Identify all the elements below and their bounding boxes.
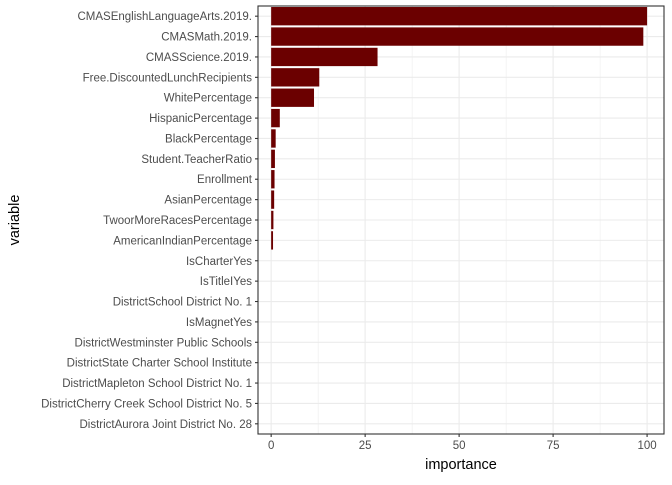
bar xyxy=(271,27,644,46)
bar xyxy=(271,68,320,87)
bar xyxy=(271,88,315,107)
bar xyxy=(271,170,275,189)
y-axis: CMASEnglishLanguageArts.2019. CMASMath.20… xyxy=(41,11,258,431)
bar xyxy=(271,47,378,67)
y-tick-label: DistrictWestminster Public Schools xyxy=(75,337,253,349)
bar xyxy=(271,149,275,169)
x-axis: 0 25 50 75 100 xyxy=(268,434,657,452)
y-axis-title: variable xyxy=(7,195,23,246)
x-tick-label: 0 xyxy=(268,440,274,452)
bar xyxy=(271,7,648,26)
y-tick-label: DistrictState Charter School Institute xyxy=(67,358,252,370)
x-tick-label: 25 xyxy=(359,440,372,452)
y-tick-label: CMASEnglishLanguageArts.2019. xyxy=(77,11,252,23)
y-tick-label: DistrictMapleton School District No. 1 xyxy=(62,378,252,390)
bars xyxy=(271,7,648,250)
y-tick-label: WhitePercentage xyxy=(164,93,252,105)
y-tick-label: TwoorMoreRacesPercentage xyxy=(103,215,252,227)
y-tick-label: CMASScience.2019. xyxy=(146,52,252,64)
y-tick-label: BlackPercentage xyxy=(165,133,252,145)
y-tick-label: DistrictSchool District No. 1 xyxy=(113,297,252,309)
y-tick-label: IsCharterYes xyxy=(186,256,252,268)
y-tick-label: IsTitleIYes xyxy=(200,276,252,288)
bar xyxy=(271,129,276,148)
y-tick-label: Free.DiscountedLunchRecipients xyxy=(83,72,253,84)
x-tick-label: 100 xyxy=(637,440,656,452)
y-tick-label: CMASMath.2019. xyxy=(161,32,252,44)
y-tick-label: DistrictAurora Joint District No. 28 xyxy=(79,419,252,431)
y-tick-label: Student.TeacherRatio xyxy=(141,154,252,166)
bar xyxy=(271,231,274,250)
y-tick-label: IsMagnetYes xyxy=(186,317,252,329)
y-tick-label: Enrollment xyxy=(197,174,253,186)
y-tick-label: AsianPercentage xyxy=(164,195,252,207)
x-axis-title: importance xyxy=(425,457,497,473)
x-tick-label: 50 xyxy=(453,440,466,452)
y-tick-label: HispanicPercentage xyxy=(149,113,252,125)
bar xyxy=(271,210,274,230)
y-tick-label: DistrictCherry Creek School District No.… xyxy=(41,398,252,410)
y-tick-label: AmericanIndianPercentage xyxy=(113,235,252,247)
x-tick-label: 75 xyxy=(547,440,560,452)
bar xyxy=(271,190,275,209)
bar xyxy=(271,108,280,128)
